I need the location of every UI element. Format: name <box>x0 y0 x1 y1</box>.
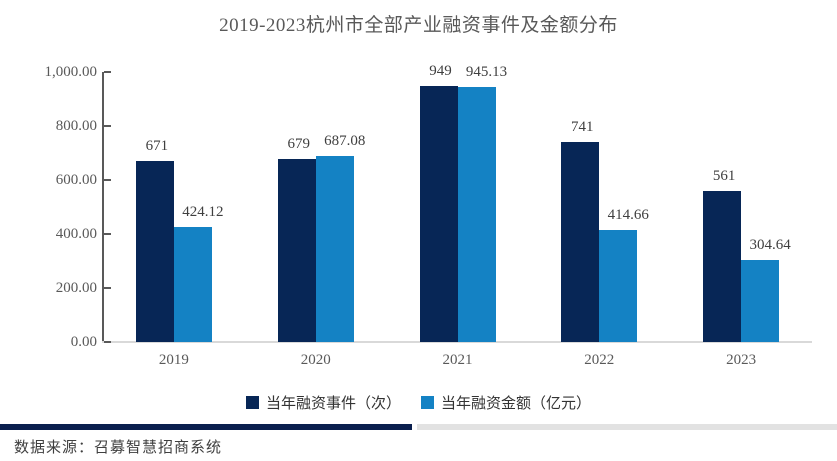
bar-value-label: 687.08 <box>324 133 366 150</box>
x-axis-label-2023: 2023 <box>726 352 757 368</box>
bar-value-label: 949 <box>429 62 452 79</box>
bar-value-label: 561 <box>712 167 736 184</box>
y-axis-tick-mark <box>104 233 111 235</box>
bar-value-label: 304.64 <box>749 236 791 253</box>
x-axis-label-2021: 2021 <box>442 352 473 368</box>
bar-events-2023 <box>703 190 742 342</box>
x-axis-label-2022: 2022 <box>584 352 615 368</box>
legend-label: 当年融资事件（次） <box>265 396 401 412</box>
y-axis-tick-mark <box>104 71 111 73</box>
x-axis-line <box>102 341 812 343</box>
y-axis-tick-mark <box>104 125 111 127</box>
y-axis-tick-mark <box>104 179 111 181</box>
legend-label: 当年融资金额（亿元） <box>441 396 592 412</box>
divider-navy-segment <box>0 424 412 430</box>
bar-value-label: 414.66 <box>607 207 649 224</box>
y-axis-tick-label: 1,000.00 <box>44 64 98 80</box>
bar-amount-2020 <box>315 156 354 342</box>
bar-value-label: 424.12 <box>182 204 224 221</box>
divider-gray-segment <box>417 424 837 430</box>
legend-item: 当年融资金额（亿元） <box>421 392 591 413</box>
y-axis-tick-mark <box>104 341 111 343</box>
x-axis-label-2020: 2020 <box>300 352 331 368</box>
y-axis-tick-label: 400.00 <box>55 226 97 242</box>
chart-title: 2019-2023杭州市全部产业融资事件及金额分布 <box>219 15 618 36</box>
legend-swatch-icon <box>421 396 434 409</box>
bar-amount-2019 <box>173 227 212 342</box>
bar-value-label: 945.13 <box>465 63 508 80</box>
bar-value-label: 741 <box>571 118 594 135</box>
bar-value-label: 671 <box>145 137 169 154</box>
bar-events-2021 <box>419 85 458 342</box>
y-axis-tick-label: 600.00 <box>55 172 97 188</box>
bar-events-2019 <box>135 160 174 342</box>
bar-amount-2023 <box>741 259 780 342</box>
bar-events-2020 <box>277 158 316 342</box>
y-axis-tick-label: 0.00 <box>70 334 97 350</box>
bar-events-2022 <box>561 141 600 342</box>
bar-amount-2021 <box>457 86 496 342</box>
y-axis-tick-mark <box>104 287 111 289</box>
legend: 当年融资事件（次） 当年融资金额（亿元） <box>0 392 837 413</box>
y-axis-tick-label: 800.00 <box>55 118 97 134</box>
y-axis-tick-label: 200.00 <box>55 280 97 296</box>
legend-item: 当年融资事件（次） <box>245 392 401 413</box>
bar-value-label: 679 <box>287 135 310 152</box>
bar-amount-2022 <box>599 230 638 342</box>
x-axis-label-2019: 2019 <box>158 352 189 368</box>
data-source: 数据来源：召募智慧招商系统 <box>14 440 223 456</box>
legend-swatch-icon <box>245 396 259 409</box>
y-axis-line <box>102 72 104 343</box>
